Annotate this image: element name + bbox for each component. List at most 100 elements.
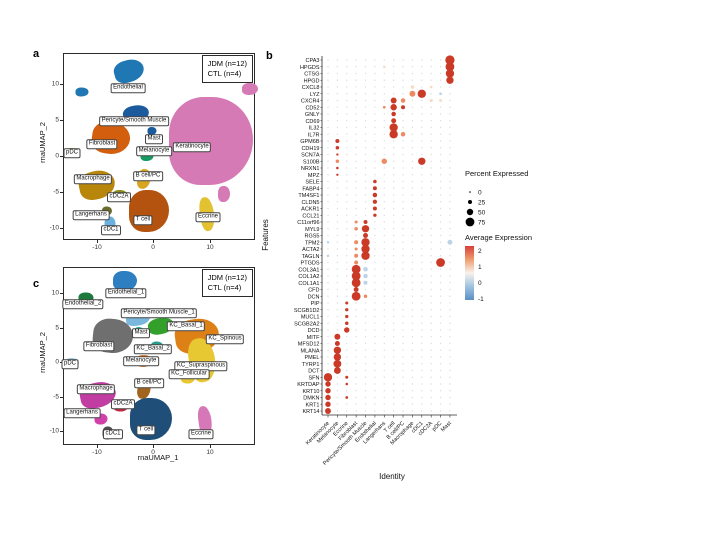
bg-dot <box>364 302 367 304</box>
bg-dot <box>402 241 404 243</box>
bg-dot <box>364 315 367 318</box>
x-tick-mark <box>210 240 211 243</box>
bg-dot <box>449 234 451 237</box>
bg-dot <box>327 180 329 183</box>
bg-dot <box>364 120 367 122</box>
bg-dot <box>336 315 339 318</box>
expression-dot <box>335 159 340 164</box>
expression-dot <box>345 396 349 399</box>
bg-dot <box>421 201 423 203</box>
bg-dot <box>430 302 432 304</box>
cluster-label-endothelial-2: Endothelial_2 <box>62 299 104 309</box>
bg-dot <box>421 228 423 230</box>
bg-dot <box>430 396 432 399</box>
expression-dot <box>333 353 342 361</box>
bg-dot <box>355 207 357 210</box>
cluster-label-fibroblast: Fibroblast <box>86 139 118 149</box>
bg-dot <box>392 356 395 358</box>
bg-dot <box>439 194 442 196</box>
bg-dot <box>336 248 339 250</box>
cluster-blob-endothelial-1 <box>113 271 137 291</box>
bg-dot <box>383 363 385 365</box>
bg-dot <box>411 261 414 264</box>
bg-dot <box>392 79 395 81</box>
bg-dot <box>336 207 339 210</box>
bg-dot <box>439 363 442 365</box>
bg-dot <box>392 160 395 162</box>
cluster-label-cdc1: cDC1 <box>102 429 124 439</box>
bg-dot <box>383 140 385 142</box>
bg-dot <box>449 349 451 351</box>
bg-dot <box>411 396 414 399</box>
bg-dot <box>439 349 442 351</box>
bg-dot <box>383 349 385 351</box>
cluster-label-cdc2a: cDC2A <box>106 192 132 202</box>
gene-label-lyz: LYZ <box>310 92 320 98</box>
bg-dot <box>411 201 414 203</box>
bg-dot <box>383 288 385 291</box>
bg-dot <box>430 268 432 270</box>
bg-dot <box>383 248 385 250</box>
bg-dot <box>411 329 414 331</box>
bg-dot <box>449 390 451 392</box>
bg-dot <box>383 99 385 102</box>
bg-dot <box>430 153 432 156</box>
sample-legend-c: JDM (n=12) CTL (n=4) <box>201 269 253 297</box>
x-tick-label: 0 <box>151 244 155 251</box>
bg-dot <box>383 201 385 203</box>
bg-dot <box>383 93 385 95</box>
bg-dot <box>439 59 442 61</box>
bg-dot <box>439 288 442 291</box>
bg-dot <box>392 336 395 338</box>
bg-dot <box>439 66 442 68</box>
gene-label-nrxn1: NRXN1 <box>301 166 320 172</box>
bg-dot <box>327 248 329 250</box>
bg-dot <box>374 126 376 129</box>
bg-dot <box>402 261 404 264</box>
bg-dot <box>421 275 423 277</box>
bg-dot <box>449 140 451 142</box>
bg-dot <box>439 221 442 223</box>
bg-dot <box>392 207 395 210</box>
bg-dot <box>392 261 395 264</box>
panel-a-y-axis-title: rnaUMAP_2 <box>37 122 47 163</box>
bg-dot <box>364 147 367 149</box>
bg-dot <box>421 79 423 81</box>
bg-dot <box>374 147 376 149</box>
bg-dot <box>439 214 442 216</box>
bg-dot <box>346 79 348 81</box>
bg-dot <box>346 268 348 270</box>
bg-dot <box>336 194 339 196</box>
bg-dot <box>346 167 348 169</box>
expression-dot <box>333 346 342 354</box>
cluster-label-mast: Mast <box>144 134 164 144</box>
bg-dot <box>374 342 376 345</box>
bg-dot <box>430 133 432 135</box>
cluster-label-t-cell: T cell <box>133 215 153 225</box>
gene-label-pmel: PMEL <box>305 355 320 361</box>
gene-label-scgb2a2: SCGB2A2 <box>294 321 319 327</box>
dotplot-y-axis-title: Features <box>261 219 270 251</box>
bg-dot <box>439 410 442 412</box>
bg-dot <box>402 390 404 392</box>
bg-dot <box>346 140 348 142</box>
bg-dot <box>336 126 339 129</box>
bg-dot <box>364 376 367 378</box>
bg-dot <box>402 295 404 297</box>
panel-b-letter: b <box>266 50 273 62</box>
bg-dot <box>411 282 414 284</box>
expression-dot <box>325 394 331 401</box>
bg-dot <box>402 167 404 169</box>
bg-dot <box>411 99 414 102</box>
bg-dot <box>430 390 432 392</box>
bg-dot <box>402 396 404 399</box>
bg-dot <box>355 79 357 81</box>
bg-dot <box>402 59 404 61</box>
expression-dot <box>354 247 358 251</box>
percent-legend-value: 75 <box>478 219 486 226</box>
gene-label-sfn: SFN <box>309 375 320 381</box>
bg-dot <box>411 363 414 365</box>
bg-dot <box>439 153 442 156</box>
panel-c-x-axis-title: rnaUMAP_1 <box>137 453 179 462</box>
cluster-label-cdc2a: cDC2A <box>110 399 136 409</box>
